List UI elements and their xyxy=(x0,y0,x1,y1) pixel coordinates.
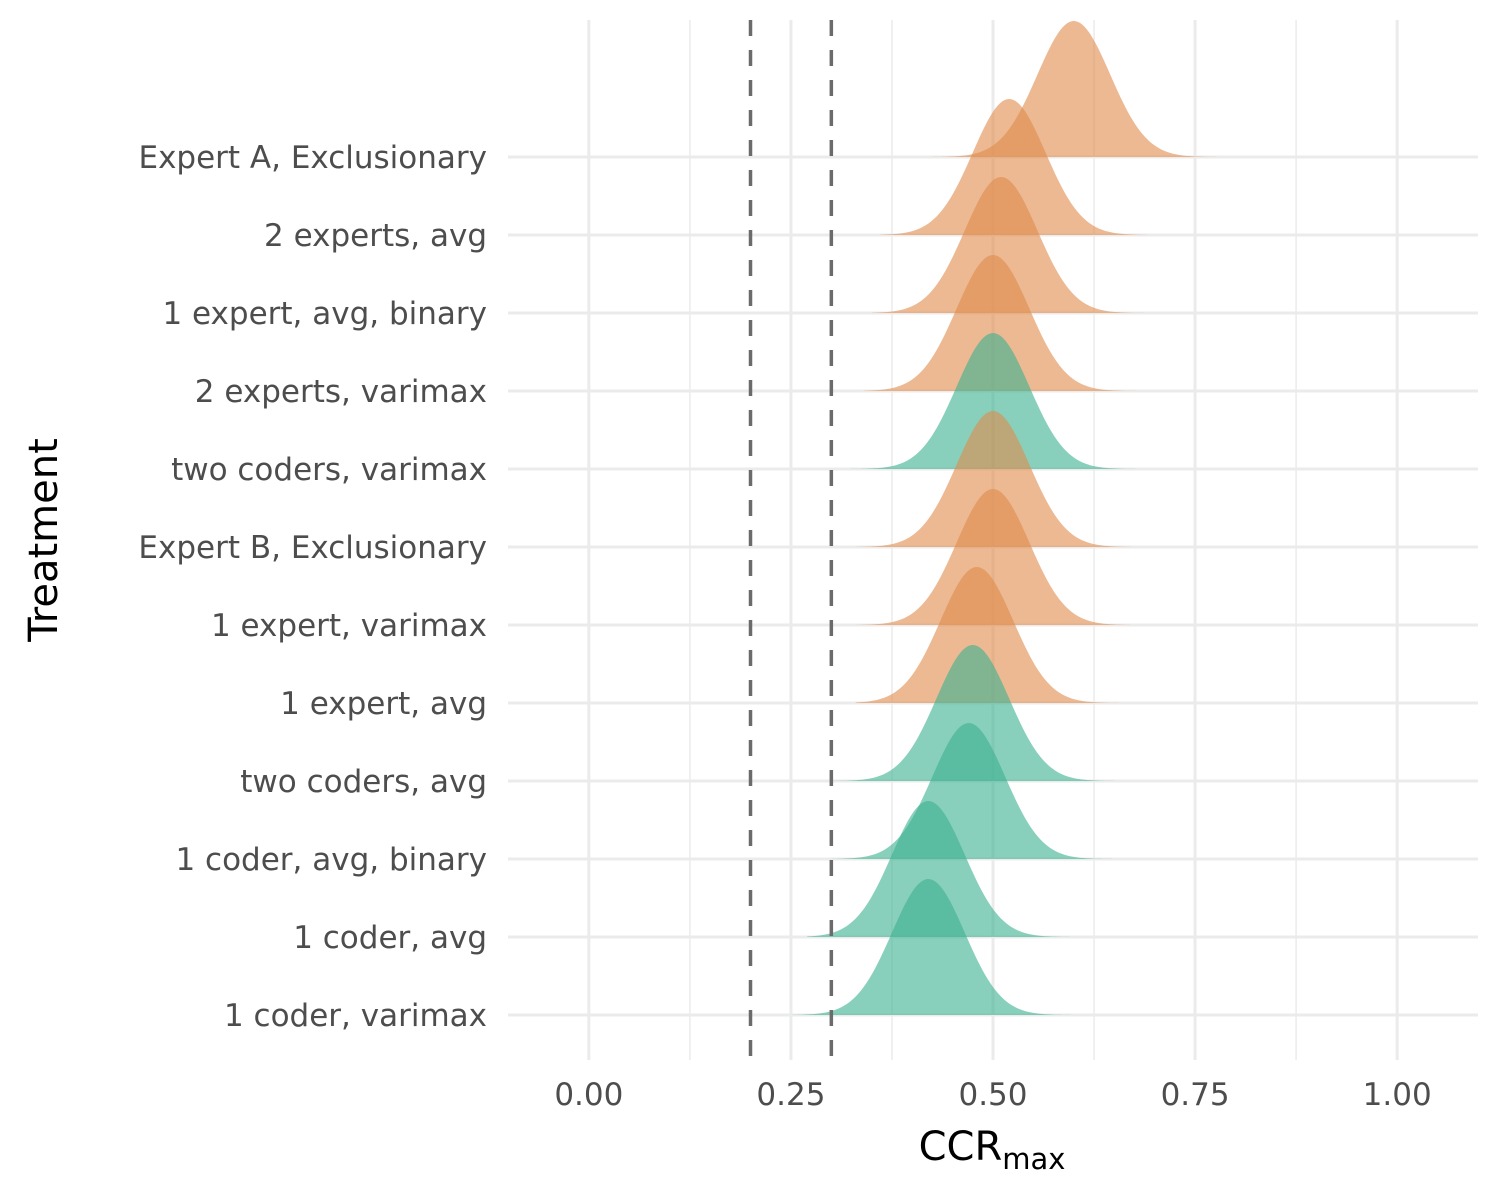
density-ridges xyxy=(790,21,1228,1015)
y-tick-label: 1 coder, varimax xyxy=(224,998,487,1034)
density-ridge xyxy=(871,177,1155,313)
x-axis-tick-labels: 0.00 0.25 0.50 0.75 1.00 xyxy=(554,1077,1431,1113)
y-tick-label: two coders, avg xyxy=(240,764,487,800)
x-axis-title: CCRmax xyxy=(919,1124,1066,1176)
density-ridge xyxy=(855,567,1155,703)
y-axis-title: Treatment xyxy=(21,438,67,643)
x-tick-label: 0.50 xyxy=(958,1077,1027,1113)
y-tick-label: 1 coder, avg, binary xyxy=(175,842,487,878)
density-ridge xyxy=(790,879,1090,1015)
density-ridge xyxy=(879,99,1147,235)
x-tick-label: 0.75 xyxy=(1161,1077,1230,1113)
y-tick-label: Expert A, Exclusionary xyxy=(138,140,487,176)
x-axis-title-main: CCR xyxy=(919,1124,1003,1170)
y-axis-tick-labels: Expert A, Exclusionary 2 experts, avg 1 ex… xyxy=(138,140,487,1034)
density-ridge xyxy=(928,21,1228,157)
x-tick-label: 1.00 xyxy=(1363,1077,1432,1113)
y-tick-label: 2 experts, avg xyxy=(264,218,487,254)
density-ridge xyxy=(831,645,1123,781)
reference-lines xyxy=(748,20,834,1060)
x-axis-title-subscript: max xyxy=(1002,1142,1065,1176)
density-ridge xyxy=(855,489,1131,625)
y-tick-label: 1 expert, varimax xyxy=(211,608,487,644)
density-ridge xyxy=(863,255,1147,391)
density-ridge xyxy=(855,411,1131,547)
density-ridge xyxy=(831,723,1123,859)
y-tick-label: 2 experts, varimax xyxy=(195,374,487,410)
x-tick-label: 0.25 xyxy=(756,1077,825,1113)
y-tick-label: two coders, varimax xyxy=(171,452,487,488)
y-tick-label: 1 coder, avg xyxy=(293,920,487,956)
y-tick-label: 1 expert, avg xyxy=(280,686,487,722)
y-tick-label: 1 expert, avg, binary xyxy=(162,296,487,332)
x-tick-label: 0.00 xyxy=(554,1077,623,1113)
y-tick-label: Expert B, Exclusionary xyxy=(138,530,487,566)
density-ridge xyxy=(839,333,1147,469)
density-ridge xyxy=(807,801,1099,937)
